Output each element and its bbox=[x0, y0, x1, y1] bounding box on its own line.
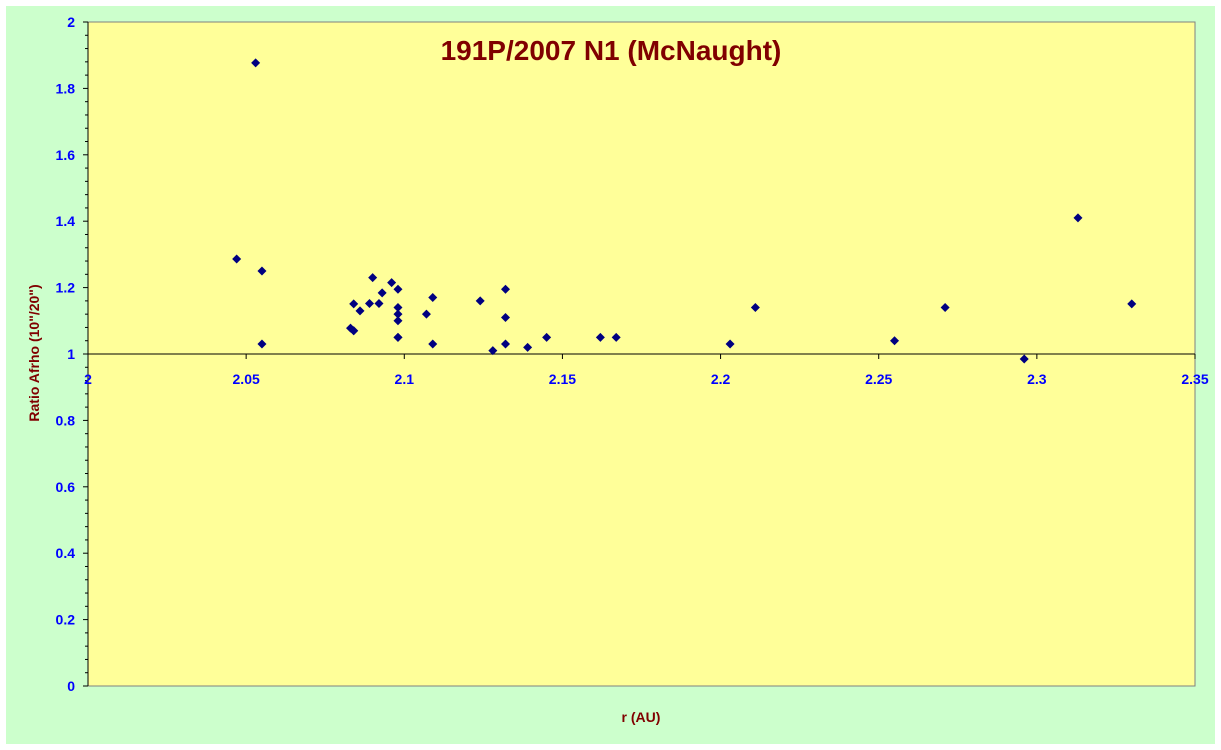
data-point bbox=[890, 336, 900, 346]
data-point bbox=[377, 288, 387, 298]
y-axis: 0 0.2 0.4 0.6 0.8 1 1.2 1.4 1.6 1.8 2 bbox=[56, 14, 89, 694]
y-tick-label: 0 bbox=[67, 678, 75, 694]
data-point bbox=[421, 309, 431, 319]
data-point bbox=[500, 284, 510, 294]
data-point bbox=[428, 339, 438, 349]
x-tick-label: 2.25 bbox=[865, 371, 892, 387]
data-point bbox=[1073, 213, 1083, 223]
data-point bbox=[940, 303, 950, 313]
data-points bbox=[232, 58, 1137, 364]
data-point bbox=[595, 332, 605, 342]
y-tick-label: 0.2 bbox=[56, 612, 76, 628]
y-tick-label: 1.2 bbox=[56, 280, 76, 296]
y-tick-label: 1.8 bbox=[56, 80, 76, 96]
x-axis-title: r (AU) bbox=[622, 709, 661, 725]
data-point bbox=[232, 254, 242, 264]
data-point bbox=[611, 332, 621, 342]
data-point bbox=[393, 316, 403, 326]
data-point bbox=[393, 284, 403, 294]
data-point bbox=[374, 299, 384, 309]
y-tick-label: 1 bbox=[67, 346, 75, 362]
y-tick-label: 2 bbox=[67, 14, 75, 30]
x-tick-label: 2.2 bbox=[711, 371, 731, 387]
x-tick-label: 2.15 bbox=[549, 371, 576, 387]
data-point bbox=[251, 58, 261, 68]
y-axis-title: Ratio Afrho (10"/20") bbox=[26, 284, 42, 421]
x-tick-label: 2 bbox=[84, 371, 92, 387]
y-tick-label: 1.6 bbox=[56, 147, 76, 163]
x-tick-label: 2.35 bbox=[1181, 371, 1208, 387]
data-point bbox=[725, 339, 735, 349]
y-tick-label: 0.6 bbox=[56, 479, 76, 495]
data-point bbox=[393, 303, 403, 313]
data-point bbox=[393, 332, 403, 342]
data-point bbox=[368, 273, 378, 283]
data-point bbox=[349, 299, 359, 309]
data-point bbox=[1019, 354, 1029, 364]
y-tick-label: 0.4 bbox=[56, 545, 76, 561]
data-point bbox=[349, 326, 359, 336]
data-point bbox=[475, 296, 485, 306]
chart-title: 191P/2007 N1 (McNaught) bbox=[441, 35, 782, 66]
data-point bbox=[393, 309, 403, 319]
data-point bbox=[428, 293, 438, 303]
data-point bbox=[355, 306, 365, 316]
y-tick-label: 0.8 bbox=[56, 412, 76, 428]
data-point bbox=[257, 266, 267, 276]
data-point bbox=[1127, 299, 1137, 309]
x-tick-label: 2.1 bbox=[395, 371, 415, 387]
data-point bbox=[488, 346, 498, 356]
data-point bbox=[257, 339, 267, 349]
data-point bbox=[500, 339, 510, 349]
data-point bbox=[500, 312, 510, 322]
x-axis: 2 2.05 2.1 2.15 2.2 2.25 2.3 2.35 bbox=[84, 353, 1209, 387]
y-tick-label: 1.4 bbox=[56, 213, 76, 229]
x-tick-label: 2.05 bbox=[233, 371, 260, 387]
x-tick-label: 2.3 bbox=[1027, 371, 1047, 387]
data-point bbox=[542, 332, 552, 342]
data-point bbox=[750, 303, 760, 313]
data-point bbox=[523, 342, 533, 352]
data-point bbox=[364, 299, 374, 309]
data-point bbox=[387, 278, 397, 288]
